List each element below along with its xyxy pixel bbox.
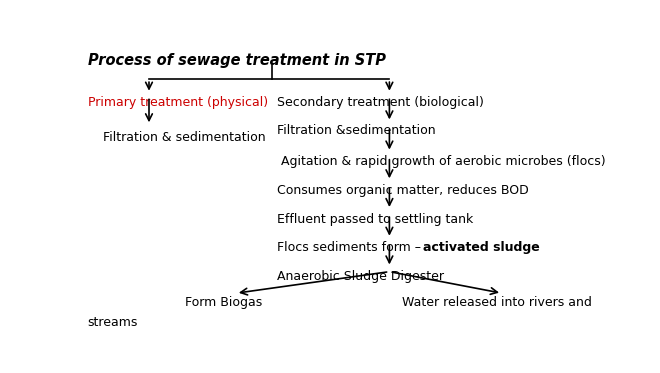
Text: Agitation & rapid growth of aerobic microbes (flocs): Agitation & rapid growth of aerobic micr… [277, 155, 605, 168]
Text: Secondary treatment (biological): Secondary treatment (biological) [277, 97, 484, 109]
Text: Form Biogas: Form Biogas [185, 296, 262, 309]
Text: Process of sewage treatment in STP: Process of sewage treatment in STP [88, 53, 385, 68]
Text: Filtration &sedimentation: Filtration &sedimentation [277, 124, 436, 137]
Text: activated sludge: activated sludge [422, 241, 539, 254]
Text: Effluent passed to settling tank: Effluent passed to settling tank [277, 213, 473, 226]
Text: Anaerobic Sludge Digester: Anaerobic Sludge Digester [277, 270, 444, 283]
Text: streams: streams [88, 316, 138, 329]
Text: Consumes organic matter, reduces BOD: Consumes organic matter, reduces BOD [277, 184, 529, 197]
Text: Filtration & sedimentation: Filtration & sedimentation [103, 131, 265, 144]
Text: Water released into rivers and: Water released into rivers and [402, 296, 592, 309]
Text: Primary treatment (physical): Primary treatment (physical) [88, 97, 268, 109]
Text: Flocs sediments form –: Flocs sediments form – [277, 241, 425, 254]
